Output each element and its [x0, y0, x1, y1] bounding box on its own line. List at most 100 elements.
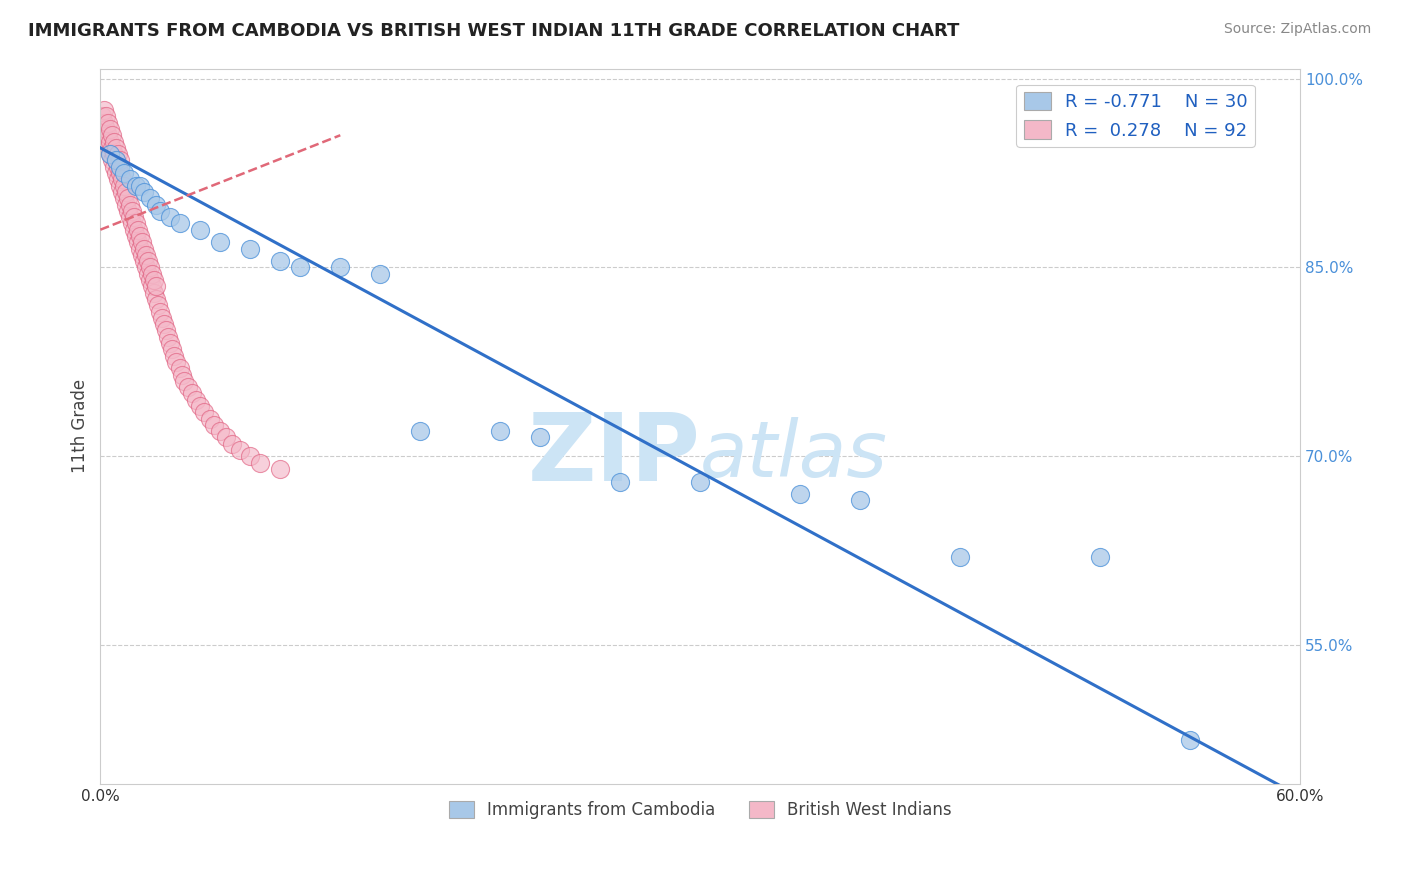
Point [145, 292, 167, 306]
Point [127, 223, 149, 237]
Point [139, 191, 162, 205]
Point [149, 203, 172, 218]
Point [1178, 732, 1201, 747]
Point [143, 273, 166, 287]
Point [949, 550, 972, 565]
Point [139, 260, 162, 275]
Point [138, 254, 160, 268]
Point [141, 267, 163, 281]
Point [129, 178, 152, 193]
Point [186, 392, 208, 407]
Point [111, 172, 134, 186]
Point [169, 216, 191, 230]
Point [103, 147, 125, 161]
Point [112, 166, 135, 180]
Point [101, 141, 124, 155]
Point [239, 242, 262, 256]
Point [107, 172, 129, 186]
Point [162, 343, 184, 357]
Point [98, 147, 121, 161]
Text: atlas: atlas [700, 417, 889, 492]
Point [125, 178, 148, 193]
Point [121, 203, 143, 218]
Legend: Immigrants from Cambodia, British West Indians: Immigrants from Cambodia, British West I… [441, 794, 959, 825]
Point [112, 178, 135, 193]
Point [98, 122, 121, 136]
Point [110, 160, 132, 174]
Point [177, 380, 200, 394]
Text: IMMIGRANTS FROM CAMBODIA VS BRITISH WEST INDIAN 11TH GRADE CORRELATION CHART: IMMIGRANTS FROM CAMBODIA VS BRITISH WEST… [28, 22, 959, 40]
Point [172, 368, 194, 382]
Point [155, 323, 177, 337]
Point [121, 216, 143, 230]
Point [609, 475, 631, 489]
Point [269, 462, 291, 476]
Point [239, 450, 262, 464]
Point [105, 153, 128, 168]
Point [98, 135, 121, 149]
Point [107, 160, 129, 174]
Point [97, 128, 120, 143]
Point [125, 216, 148, 230]
Point [117, 203, 139, 218]
Point [368, 267, 391, 281]
Point [112, 191, 135, 205]
Text: Source: ZipAtlas.com: Source: ZipAtlas.com [1223, 22, 1371, 37]
Point [141, 279, 163, 293]
Point [188, 399, 211, 413]
Point [93, 116, 115, 130]
Point [138, 267, 160, 281]
Point [159, 336, 181, 351]
Point [101, 153, 124, 168]
Point [188, 223, 211, 237]
Point [1088, 550, 1111, 565]
Point [127, 235, 149, 250]
Y-axis label: 11th Grade: 11th Grade [72, 379, 89, 473]
Point [125, 229, 148, 244]
Point [110, 153, 132, 168]
Point [157, 329, 180, 343]
Point [135, 260, 157, 275]
Point [209, 424, 232, 438]
Point [269, 254, 291, 268]
Point [91, 122, 114, 136]
Point [101, 128, 124, 143]
Point [148, 298, 170, 312]
Point [165, 355, 187, 369]
Point [202, 417, 225, 432]
Point [97, 116, 120, 130]
Point [96, 135, 118, 149]
Point [290, 260, 312, 275]
Point [120, 210, 142, 224]
Point [134, 242, 156, 256]
Point [329, 260, 352, 275]
Point [105, 166, 128, 180]
Point [111, 185, 134, 199]
Point [117, 191, 139, 205]
Point [124, 210, 146, 224]
Point [150, 310, 173, 325]
Point [134, 185, 156, 199]
Point [209, 235, 232, 250]
Point [131, 235, 153, 250]
Point [131, 248, 153, 262]
Point [129, 229, 152, 244]
Point [200, 411, 222, 425]
Point [249, 456, 271, 470]
Point [229, 443, 252, 458]
Point [93, 103, 115, 117]
Point [221, 436, 243, 450]
Point [163, 349, 186, 363]
Point [409, 424, 432, 438]
Point [193, 405, 215, 419]
Point [105, 153, 128, 168]
Point [105, 141, 128, 155]
Point [120, 197, 142, 211]
Text: ZIP: ZIP [527, 409, 700, 500]
Point [215, 430, 238, 444]
Point [103, 160, 125, 174]
Point [143, 285, 166, 300]
Point [159, 210, 181, 224]
Point [529, 430, 551, 444]
Point [96, 122, 118, 136]
